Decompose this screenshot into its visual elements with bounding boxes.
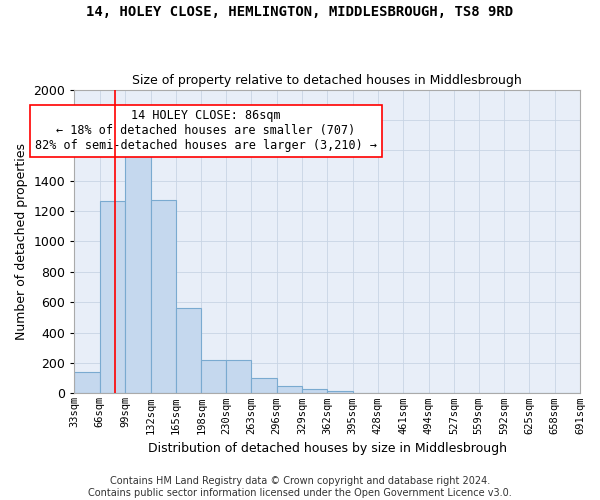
Bar — [151, 200, 176, 394]
Y-axis label: Number of detached properties: Number of detached properties — [15, 143, 28, 340]
Bar — [125, 154, 151, 394]
Title: Size of property relative to detached houses in Middlesbrough: Size of property relative to detached ho… — [133, 74, 522, 87]
Bar — [74, 372, 100, 394]
Text: 14 HOLEY CLOSE: 86sqm
← 18% of detached houses are smaller (707)
82% of semi-det: 14 HOLEY CLOSE: 86sqm ← 18% of detached … — [35, 110, 377, 152]
Bar — [251, 378, 277, 394]
Bar — [226, 360, 251, 394]
Text: 14, HOLEY CLOSE, HEMLINGTON, MIDDLESBROUGH, TS8 9RD: 14, HOLEY CLOSE, HEMLINGTON, MIDDLESBROU… — [86, 5, 514, 19]
Bar — [302, 389, 327, 394]
Bar — [176, 308, 201, 394]
Bar — [100, 201, 125, 394]
Bar — [201, 360, 226, 394]
Bar — [277, 386, 302, 394]
X-axis label: Distribution of detached houses by size in Middlesbrough: Distribution of detached houses by size … — [148, 442, 507, 455]
Bar — [327, 391, 353, 394]
Bar — [353, 392, 378, 394]
Text: Contains HM Land Registry data © Crown copyright and database right 2024.
Contai: Contains HM Land Registry data © Crown c… — [88, 476, 512, 498]
